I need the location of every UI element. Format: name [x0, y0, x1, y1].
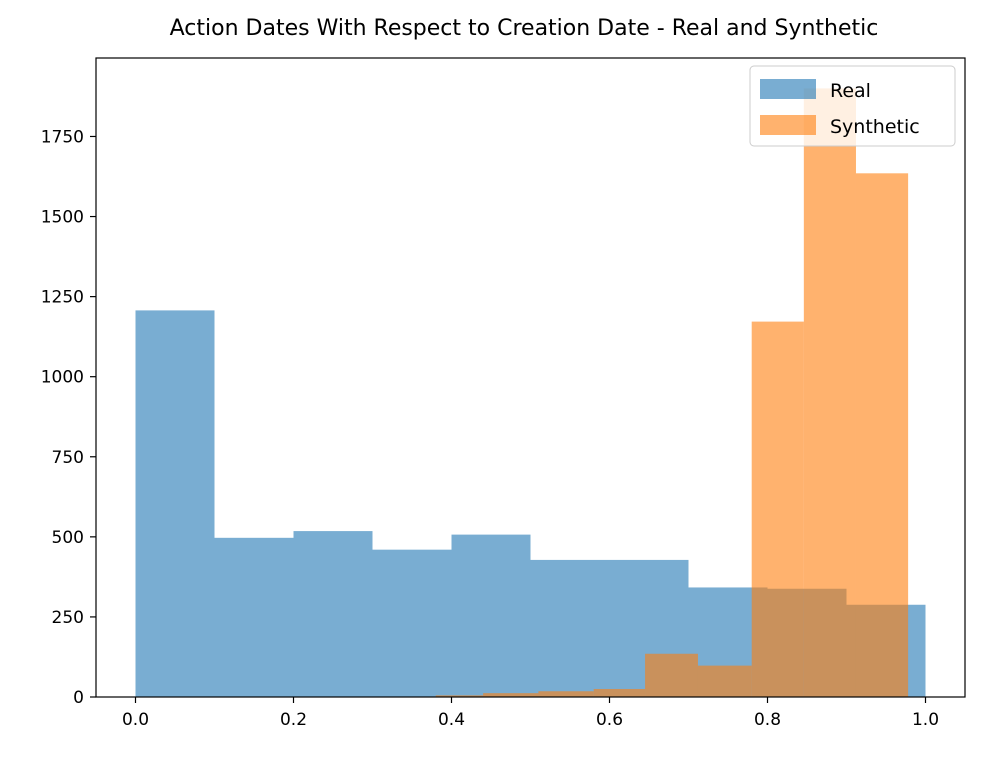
x-tick-label: 0.6: [596, 710, 623, 730]
x-tick-label: 0.4: [438, 710, 465, 730]
y-tick-label: 1250: [41, 288, 84, 308]
y-tick-label: 1500: [41, 208, 84, 228]
x-tick-label: 0.0: [122, 710, 149, 730]
real-bar: [293, 531, 373, 697]
legend-label-real: Real: [830, 80, 871, 102]
synthetic-bar: [483, 693, 539, 697]
real-bar: [214, 537, 294, 697]
synthetic-bar: [751, 321, 804, 697]
synthetic-bar: [855, 173, 909, 697]
real-bar: [530, 559, 610, 697]
bars-layer: [135, 88, 926, 697]
x-tick-label: 1.0: [912, 710, 939, 730]
y-tick-label: 1750: [41, 127, 84, 147]
real-bar: [451, 534, 531, 697]
chart-title: Action Dates With Respect to Creation Da…: [170, 16, 879, 41]
y-tick-label: 750: [52, 448, 84, 468]
plot-frame: [95, 57, 966, 698]
synthetic-bar: [697, 665, 752, 697]
synthetic-bar: [435, 695, 484, 697]
synthetic-bar: [593, 688, 646, 697]
legend-swatch-synthetic: [760, 115, 816, 135]
synthetic-bar: [645, 653, 698, 697]
legend-swatch-real: [760, 79, 816, 99]
real-bar: [135, 310, 215, 697]
y-tick-label: 1000: [41, 368, 84, 388]
y-tick-label: 0: [73, 688, 84, 708]
y-tick-label: 500: [52, 528, 84, 548]
synthetic-bar: [803, 88, 856, 697]
legend: Real Synthetic: [749, 65, 956, 147]
y-tick-label: 250: [52, 608, 84, 628]
synthetic-bar: [538, 691, 594, 697]
axes-layer: 0.0 0.2 0.4 0.6 0.8 1.0 0 250 500 750 1000 1250 1500…: [41, 57, 966, 730]
real-bar: [372, 549, 452, 697]
x-tick-label: 0.2: [280, 710, 307, 730]
x-tick-label: 0.8: [754, 710, 781, 730]
legend-label-synthetic: Synthetic: [830, 116, 920, 138]
